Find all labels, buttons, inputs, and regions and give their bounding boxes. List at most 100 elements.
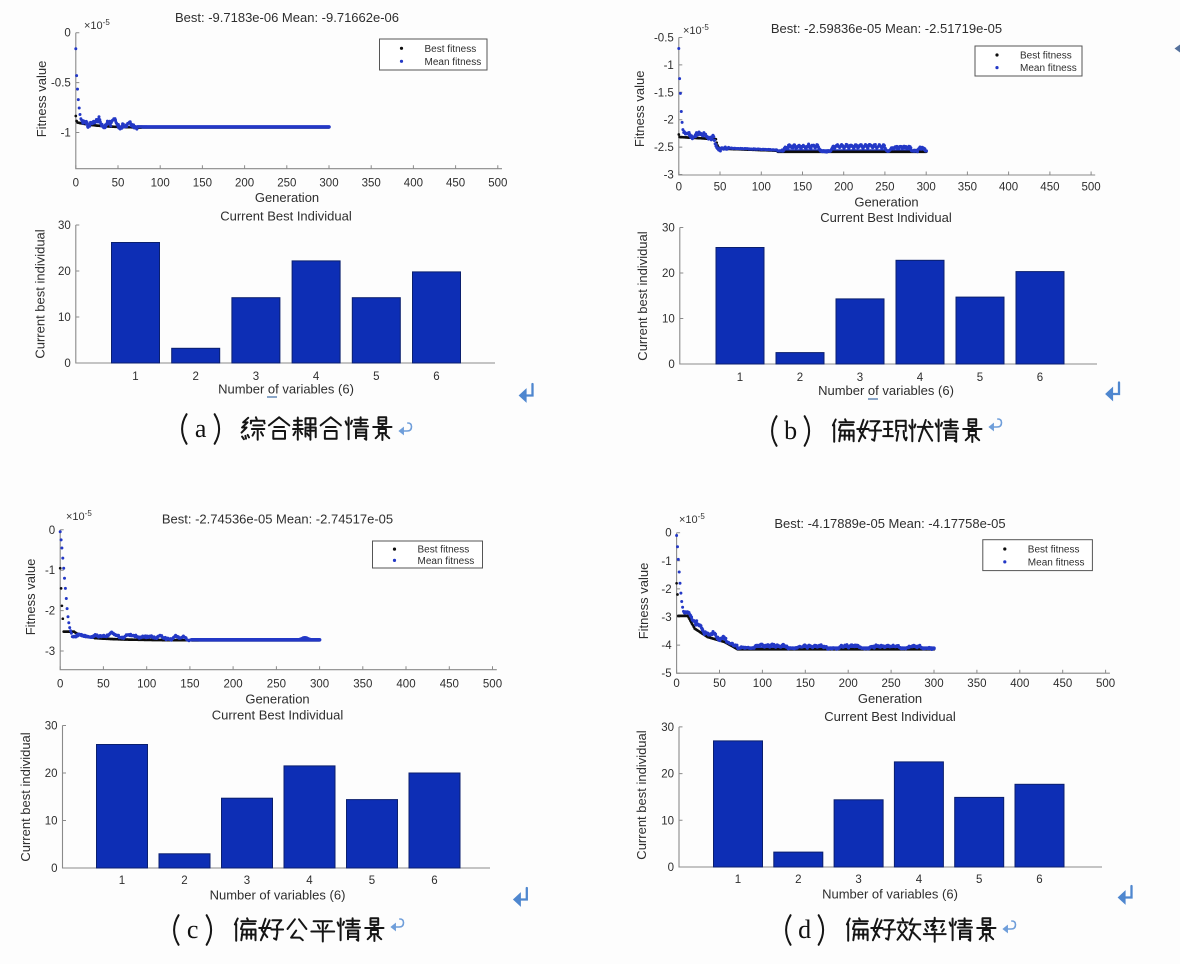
svg-text:200: 200 xyxy=(224,679,243,691)
svg-text:200: 200 xyxy=(834,182,853,194)
svg-text:Fitness value: Fitness value xyxy=(23,559,38,636)
svg-text:-5: -5 xyxy=(661,668,671,680)
svg-text:100: 100 xyxy=(753,678,772,690)
svg-text:300: 300 xyxy=(924,678,943,690)
svg-text:10: 10 xyxy=(662,314,675,326)
svg-text:50: 50 xyxy=(713,678,726,690)
svg-text:2: 2 xyxy=(795,874,801,886)
svg-text:Current Best Individual: Current Best Individual xyxy=(220,209,352,224)
svg-text:Mean fitness: Mean fitness xyxy=(1020,63,1077,74)
svg-text:0: 0 xyxy=(668,359,674,371)
svg-text:Number of variables (6): Number of variables (6) xyxy=(218,382,354,397)
svg-text:20: 20 xyxy=(661,769,674,781)
svg-text:250: 250 xyxy=(277,178,296,190)
svg-text:Fitness value: Fitness value xyxy=(632,71,647,148)
svg-text:3: 3 xyxy=(857,372,863,384)
svg-text:30: 30 xyxy=(58,220,71,232)
svg-text:c: c xyxy=(187,915,199,944)
svg-text:250: 250 xyxy=(875,182,894,194)
svg-text:350: 350 xyxy=(353,679,372,691)
svg-text:Generation: Generation xyxy=(245,692,309,707)
svg-text:-0.5: -0.5 xyxy=(654,33,674,45)
svg-text:5: 5 xyxy=(369,875,375,887)
svg-text:450: 450 xyxy=(1040,182,1059,194)
svg-text:Current Best Individual: Current Best Individual xyxy=(824,709,956,724)
svg-text:Generation: Generation xyxy=(255,190,319,205)
svg-text:1: 1 xyxy=(119,875,125,887)
svg-text:Best: -2.59836e-05 Mean: -2.51: Best: -2.59836e-05 Mean: -2.51719e-05 xyxy=(771,21,1002,36)
svg-text:0: 0 xyxy=(64,358,70,370)
svg-text:Best fitness: Best fitness xyxy=(418,545,470,556)
svg-text:Current best individual: Current best individual xyxy=(18,732,33,861)
svg-text:0: 0 xyxy=(673,678,679,690)
svg-text:-1: -1 xyxy=(661,556,671,568)
svg-text:Number of variables (6): Number of variables (6) xyxy=(822,887,958,902)
svg-text:3: 3 xyxy=(855,874,861,886)
svg-text:2: 2 xyxy=(797,372,803,384)
svg-text:0: 0 xyxy=(73,178,79,190)
svg-text:Mean fitness: Mean fitness xyxy=(1028,557,1085,568)
svg-text:100: 100 xyxy=(151,178,170,190)
svg-text:500: 500 xyxy=(488,178,507,190)
svg-text:250: 250 xyxy=(882,678,901,690)
svg-text:0: 0 xyxy=(665,528,671,540)
svg-text:6: 6 xyxy=(433,371,439,383)
svg-text:-2: -2 xyxy=(45,606,55,618)
svg-text:500: 500 xyxy=(1082,182,1101,194)
svg-text:4: 4 xyxy=(917,372,924,384)
svg-text:3: 3 xyxy=(253,371,259,383)
svg-text:-0.5: -0.5 xyxy=(51,78,71,90)
svg-text:4: 4 xyxy=(313,371,320,383)
svg-text:50: 50 xyxy=(97,679,110,691)
svg-text:-2.5: -2.5 xyxy=(654,142,674,154)
svg-text:Best: -9.7183e-06 Mean: -9.716: Best: -9.7183e-06 Mean: -9.71662e-06 xyxy=(175,10,399,25)
svg-text:200: 200 xyxy=(235,178,254,190)
svg-text:0: 0 xyxy=(676,182,682,194)
svg-text:Best fitness: Best fitness xyxy=(1020,51,1072,62)
svg-text:0: 0 xyxy=(51,863,57,875)
svg-text:Number of variables (6): Number of variables (6) xyxy=(210,888,346,903)
svg-text:6: 6 xyxy=(1037,372,1043,384)
svg-text:3: 3 xyxy=(244,875,250,887)
svg-text:Best fitness: Best fitness xyxy=(1028,545,1080,556)
svg-text:Fitness value: Fitness value xyxy=(34,61,49,138)
svg-text:2: 2 xyxy=(192,371,198,383)
svg-text:2: 2 xyxy=(181,875,187,887)
svg-text:150: 150 xyxy=(796,678,815,690)
svg-text:-1: -1 xyxy=(45,565,55,577)
svg-text:d: d xyxy=(798,915,811,944)
svg-text:-2: -2 xyxy=(661,584,671,596)
svg-text:Fitness value: Fitness value xyxy=(636,563,651,640)
svg-text:1: 1 xyxy=(737,372,743,384)
svg-text:500: 500 xyxy=(1096,678,1115,690)
svg-text:30: 30 xyxy=(45,721,58,733)
svg-text:400: 400 xyxy=(1010,678,1029,690)
svg-text:350: 350 xyxy=(362,178,381,190)
svg-text:1: 1 xyxy=(735,874,741,886)
svg-text:Current best individual: Current best individual xyxy=(33,229,48,358)
svg-text:400: 400 xyxy=(999,182,1018,194)
svg-text:350: 350 xyxy=(958,182,977,194)
svg-text:300: 300 xyxy=(917,182,936,194)
svg-text:20: 20 xyxy=(662,268,675,280)
svg-text:b: b xyxy=(784,416,797,445)
svg-text:300: 300 xyxy=(319,178,338,190)
svg-text:-2: -2 xyxy=(664,115,674,127)
svg-text:450: 450 xyxy=(440,679,459,691)
svg-text:300: 300 xyxy=(310,679,329,691)
svg-text:350: 350 xyxy=(967,678,986,690)
svg-text:5: 5 xyxy=(373,371,379,383)
svg-text:Best: -4.17889e-05 Mean: -4.17: Best: -4.17889e-05 Mean: -4.17758e-05 xyxy=(774,516,1005,531)
svg-text:Current Best Individual: Current Best Individual xyxy=(212,708,344,723)
svg-text:-3: -3 xyxy=(664,170,674,182)
svg-text:50: 50 xyxy=(714,182,727,194)
svg-text:Current best individual: Current best individual xyxy=(634,730,649,859)
svg-text:10: 10 xyxy=(661,815,674,827)
svg-text:30: 30 xyxy=(661,722,674,734)
svg-text:200: 200 xyxy=(839,678,858,690)
svg-text:6: 6 xyxy=(1036,874,1042,886)
svg-text:-1.5: -1.5 xyxy=(654,87,674,99)
svg-text:Generation: Generation xyxy=(858,691,922,706)
svg-text:10: 10 xyxy=(58,312,71,324)
svg-text:4: 4 xyxy=(306,875,313,887)
